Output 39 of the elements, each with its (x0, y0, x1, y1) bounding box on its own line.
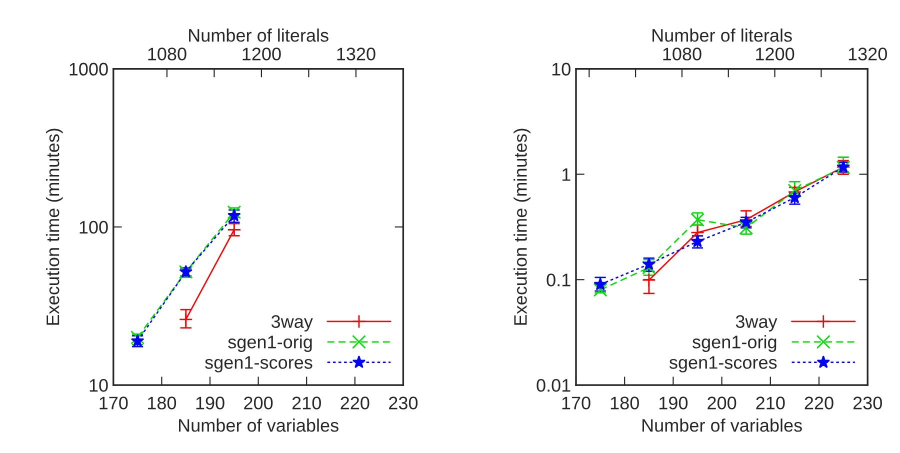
y-tick-label: 1000 (70, 62, 108, 76)
x-tick-label: 170 (100, 396, 128, 410)
y-axis-title: Execution time (minutes) (46, 128, 63, 325)
x2-tick-label: 1200 (756, 48, 794, 60)
x2-axis-title: Number of literals (652, 28, 792, 42)
legend-label: 3way (271, 315, 313, 332)
x-tick-label: 230 (853, 396, 882, 410)
x-tick-label: 170 (562, 396, 590, 410)
x-axis-title: Number of variables (642, 418, 802, 432)
legend-label: sgen1-scores (205, 356, 312, 372)
x2-tick-label: 1200 (242, 48, 281, 60)
x2-axis-title: Number of literals (189, 28, 328, 42)
legend-label: 3way (736, 315, 778, 332)
y-tick-label: 10 (90, 378, 108, 392)
y-tick-label: 0.01 (536, 378, 570, 392)
x2-tick-label: 1320 (337, 48, 376, 60)
legend-label: sgen1-orig (228, 335, 312, 352)
x-tick-label: 180 (148, 396, 176, 410)
x-tick-label: 210 (292, 396, 321, 410)
x2-tick-label: 1320 (848, 48, 887, 60)
x2-tick-label: 1080 (663, 48, 702, 60)
y-axis-title: Execution time (minutes) (514, 128, 530, 325)
x-tick-label: 180 (610, 396, 639, 410)
legend-label: sgen1-orig (692, 335, 776, 352)
x-tick-label: 220 (804, 396, 834, 410)
x-tick-label: 190 (196, 396, 224, 410)
y-tick-label: 0.1 (546, 274, 570, 286)
x-tick-label: 190 (660, 396, 688, 410)
x-tick-label: 210 (756, 396, 785, 410)
x-tick-label: 200 (244, 396, 273, 410)
y-tick-label: 100 (80, 220, 108, 234)
legend-label: sgen1-scores (669, 356, 777, 372)
x-tick-label: 230 (389, 396, 418, 410)
y-tick-label: 10 (552, 62, 570, 76)
y-tick-label: 1 (562, 168, 570, 181)
x-tick-label: 220 (340, 396, 370, 410)
x-tick-label: 200 (708, 396, 736, 410)
x2-tick-label: 1080 (148, 48, 186, 60)
x-axis-title: Number of variables (179, 418, 338, 432)
